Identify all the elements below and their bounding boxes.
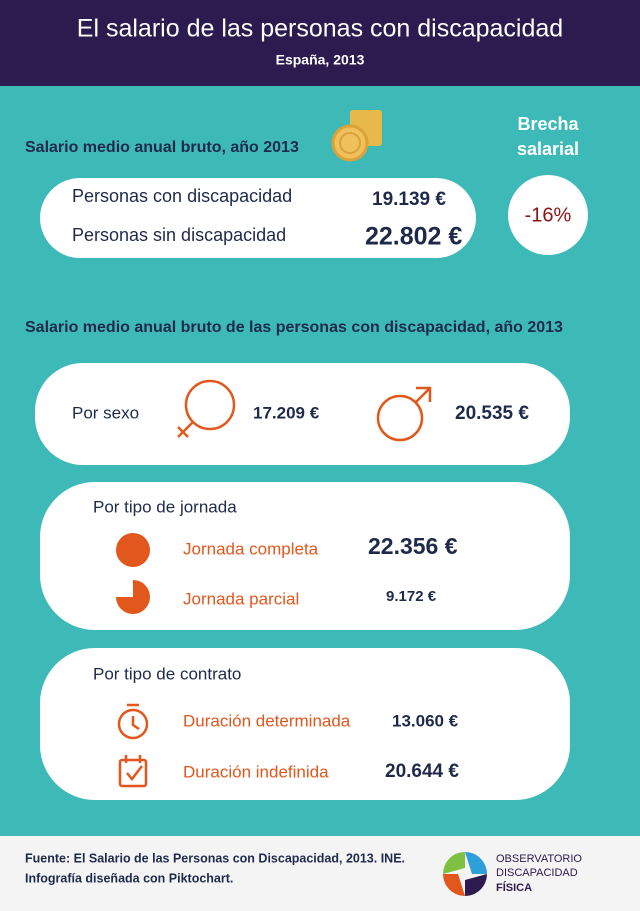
row-label: Jornada parcial bbox=[183, 589, 299, 608]
partial-icon bbox=[116, 580, 150, 614]
logo-text: FÍSICA bbox=[496, 881, 532, 894]
sex-label: Por sexo bbox=[72, 403, 139, 422]
title: El salario de las personas con discapaci… bbox=[77, 15, 563, 43]
gap-value: -16% bbox=[525, 204, 572, 226]
header bbox=[0, 0, 640, 86]
row-label: Duración indefinida bbox=[183, 762, 329, 781]
footer bbox=[0, 836, 640, 911]
summary-box bbox=[40, 178, 476, 258]
male-value: 20.535 € bbox=[455, 403, 529, 424]
male-icon bbox=[376, 386, 432, 442]
coins-icon bbox=[331, 110, 382, 162]
box-title: Por tipo de contrato bbox=[93, 664, 241, 683]
calendar-icon bbox=[118, 755, 148, 788]
section-title: Salario medio anual bruto de las persona… bbox=[25, 319, 563, 336]
full-icon bbox=[116, 533, 150, 567]
logo-text: DISCAPACIDAD bbox=[496, 867, 578, 879]
sex-box bbox=[35, 363, 570, 465]
row-label: Jornada completa bbox=[183, 539, 319, 558]
row-value: 20.644 € bbox=[385, 761, 459, 782]
female-icon bbox=[177, 379, 236, 438]
row-value: 9.172 € bbox=[386, 588, 437, 605]
subtitle: España, 2013 bbox=[276, 52, 365, 68]
gap-label: Brecha bbox=[517, 114, 579, 134]
gap-circle bbox=[508, 175, 588, 255]
row-value: 22.356 € bbox=[368, 533, 458, 559]
box-title: Por tipo de jornada bbox=[93, 497, 237, 516]
logo-icon bbox=[443, 852, 487, 896]
row-value: 13.060 € bbox=[392, 711, 459, 730]
gap-label: salarial bbox=[517, 139, 579, 159]
workday-box bbox=[40, 482, 570, 630]
source: Infografía diseñada con Piktochart. bbox=[25, 871, 233, 885]
section-title: Salario medio anual bruto, año 2013 bbox=[25, 139, 299, 156]
timer-icon bbox=[117, 703, 149, 740]
logo-text: OBSERVATORIO bbox=[496, 853, 582, 865]
contract-box bbox=[40, 648, 570, 800]
row-value: 19.139 € bbox=[372, 189, 446, 210]
row-label: Personas con discapacidad bbox=[72, 186, 292, 206]
row-label: Personas sin discapacidad bbox=[72, 225, 286, 245]
row-label: Duración determinada bbox=[183, 711, 351, 730]
row-value: 22.802 € bbox=[365, 223, 462, 251]
source: Fuente: El Salario de las Personas con D… bbox=[25, 851, 405, 865]
female-value: 17.209 € bbox=[253, 403, 320, 422]
